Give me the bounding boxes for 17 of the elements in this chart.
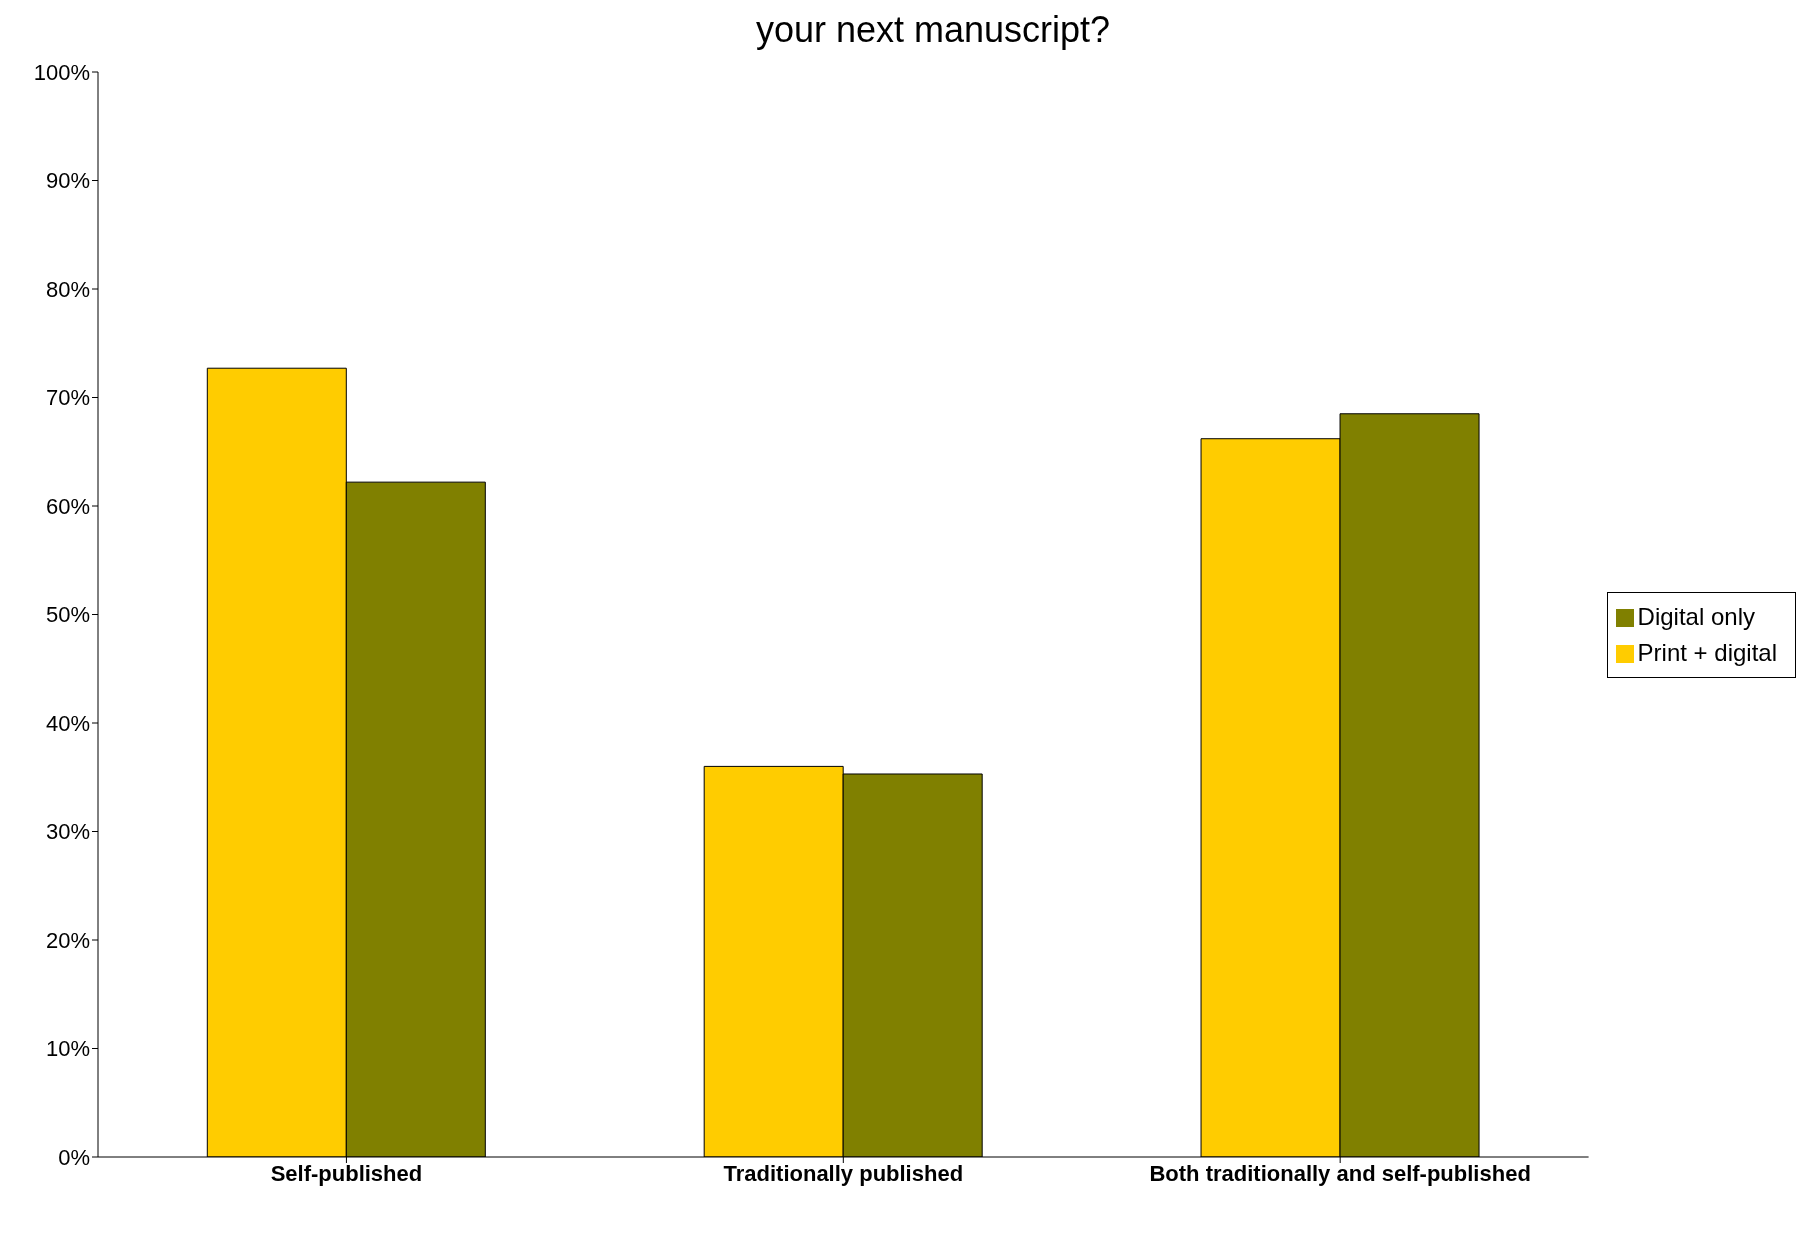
x-tick-label: Both traditionally and self-published xyxy=(1149,1160,1531,1186)
y-tick-label: 100% xyxy=(33,59,90,85)
chart-title: your next manuscript? xyxy=(754,8,1112,52)
y-tick-label: 60% xyxy=(45,493,90,519)
y-tick-label: 90% xyxy=(45,168,90,194)
y-tick-label: 30% xyxy=(45,819,90,845)
x-tick-label: Traditionally published xyxy=(723,1160,964,1186)
y-tick-label: 20% xyxy=(45,927,90,953)
y-tick-label: 10% xyxy=(45,1036,90,1062)
y-tick-label: 80% xyxy=(45,276,90,302)
y-tick-label: 40% xyxy=(45,710,90,736)
y-tick-label: 70% xyxy=(45,385,90,411)
x-tick-label: Self-published xyxy=(270,1160,423,1186)
legend-label: Print + digital xyxy=(1637,638,1777,666)
y-tick-label: 0% xyxy=(58,1144,90,1170)
legend-label: Digital only xyxy=(1637,602,1755,630)
y-tick-label: 50% xyxy=(45,602,90,628)
